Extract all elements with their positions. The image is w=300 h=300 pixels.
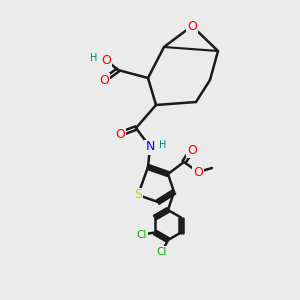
Text: H: H — [90, 53, 98, 63]
Text: O: O — [187, 20, 197, 32]
Text: O: O — [99, 74, 109, 86]
Text: O: O — [187, 143, 197, 157]
Text: Cl: Cl — [157, 247, 167, 257]
Text: O: O — [193, 166, 203, 178]
Text: S: S — [134, 188, 142, 202]
Text: H: H — [159, 140, 167, 150]
Text: Cl: Cl — [137, 230, 147, 239]
Text: N: N — [145, 140, 155, 154]
Text: O: O — [101, 53, 111, 67]
Text: O: O — [115, 128, 125, 140]
